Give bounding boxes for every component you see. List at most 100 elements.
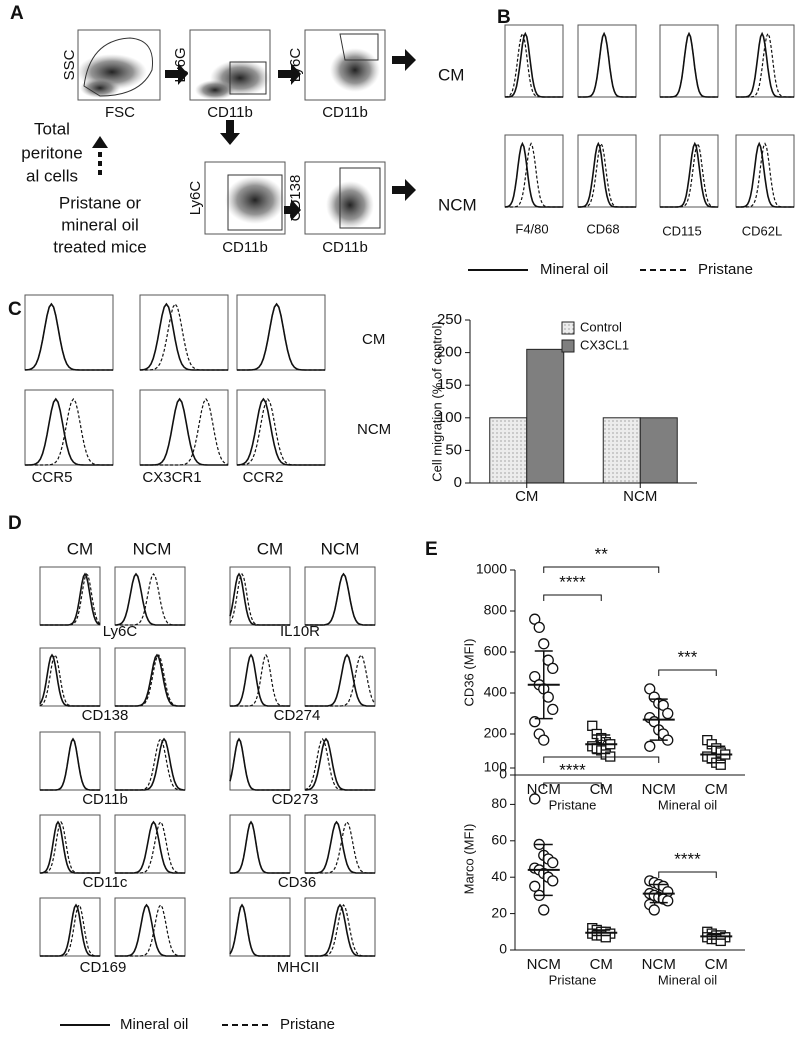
histogram-curve (24, 302, 113, 371)
data-point (547, 703, 559, 716)
group-label: Mineral oil (658, 972, 717, 987)
histogram-curve (39, 820, 100, 874)
histogram-frame (114, 897, 186, 957)
y-tick-label: 600 (484, 643, 508, 659)
treatment-label: mineral oil (61, 215, 138, 234)
histogram (735, 24, 795, 98)
bar (639, 417, 678, 484)
data-point (529, 880, 541, 892)
axis-label: Ly6C (287, 48, 304, 83)
histogram (735, 134, 795, 208)
legend-label: CX3CL1 (580, 337, 629, 352)
group-label: Pristane (549, 797, 597, 812)
histogram-curve (736, 31, 794, 98)
y-tick-label: 200 (437, 344, 462, 361)
axis-label: CD11b (322, 104, 368, 121)
y-tick-label: 250 (437, 311, 462, 328)
panel-label: A (10, 3, 24, 24)
row-label: CM (362, 331, 385, 348)
histogram (236, 389, 326, 466)
significance-label: ** (595, 544, 609, 563)
histogram-frame (39, 647, 101, 707)
axis-label: CD138 (287, 175, 304, 222)
data-point (648, 904, 660, 916)
bar (602, 417, 641, 484)
marker-label: CD36 (278, 874, 316, 891)
histogram-curve (115, 653, 185, 707)
histogram-curve (305, 572, 375, 626)
histogram-curve (115, 572, 185, 626)
group-label: Pristane (549, 972, 597, 987)
histogram-curve (230, 653, 290, 707)
histogram (229, 647, 291, 707)
histogram-frame (114, 647, 186, 707)
significance-label: **** (559, 760, 586, 779)
histogram-curve (229, 903, 290, 957)
histogram (114, 814, 186, 874)
data-point (547, 662, 559, 675)
histogram-curve (736, 141, 794, 208)
data-point (538, 638, 550, 650)
histogram-frame (39, 897, 101, 957)
histogram (114, 566, 186, 626)
histogram-curve (305, 820, 375, 874)
histogram-frame (735, 134, 795, 208)
x-tick-label: CM (705, 781, 728, 798)
panel-label: D (8, 513, 22, 534)
legend-label: Pristane (698, 261, 753, 278)
axis-label: CD11b (322, 239, 368, 256)
significance-label: ** (595, 734, 609, 753)
histogram-curve (40, 737, 100, 791)
histogram (39, 731, 101, 791)
y-tick-label: 80 (491, 795, 507, 811)
axis-label: CD11b (222, 239, 268, 256)
histogram (304, 731, 376, 791)
data-point (715, 935, 726, 947)
histogram-curve (230, 820, 290, 874)
histogram (114, 731, 186, 791)
group-label: Mineral oil (658, 797, 717, 812)
data-point (600, 932, 611, 943)
histogram-frame (139, 294, 229, 371)
x-tick-label: CM (590, 781, 613, 798)
histogram-frame (236, 294, 326, 371)
y-tick-label: 0 (499, 941, 507, 957)
output-label: CM (438, 65, 464, 84)
histogram (304, 566, 376, 626)
histogram-curve (578, 141, 636, 208)
histogram (114, 647, 186, 707)
legend-label: Mineral oil (120, 1016, 188, 1033)
significance-bracket (658, 871, 717, 878)
histogram (39, 566, 101, 626)
histogram-frame (229, 731, 291, 791)
histogram-frame (659, 24, 719, 98)
y-tick-label: 1000 (476, 561, 507, 577)
histogram-curve (114, 572, 185, 626)
histogram (304, 897, 376, 957)
marker-label: F4/80 (515, 221, 548, 236)
error-bar (592, 734, 611, 755)
histogram (114, 897, 186, 957)
column-header: NCM (321, 539, 360, 558)
marker-label: CX3CR1 (142, 469, 201, 486)
error-bar (534, 843, 553, 897)
marker-label: CD62L (742, 223, 782, 238)
significance-label: **** (674, 849, 701, 868)
y-tick-label: 150 (437, 376, 462, 393)
y-tick-label: 200 (484, 725, 508, 741)
histogram (229, 814, 291, 874)
histogram (659, 134, 719, 208)
histogram-curve (660, 31, 718, 98)
y-tick-label: 50 (445, 441, 462, 458)
y-axis-label: Cell migration (% of control) (429, 321, 444, 481)
histogram-curve (304, 737, 375, 791)
histogram (577, 134, 637, 208)
marker-label: CD273 (272, 791, 319, 808)
y-tick-label: 40 (491, 868, 507, 884)
histogram (229, 731, 291, 791)
histogram (229, 897, 291, 957)
data-point (533, 621, 545, 634)
column-header: CM (257, 539, 283, 558)
histogram (39, 897, 101, 957)
